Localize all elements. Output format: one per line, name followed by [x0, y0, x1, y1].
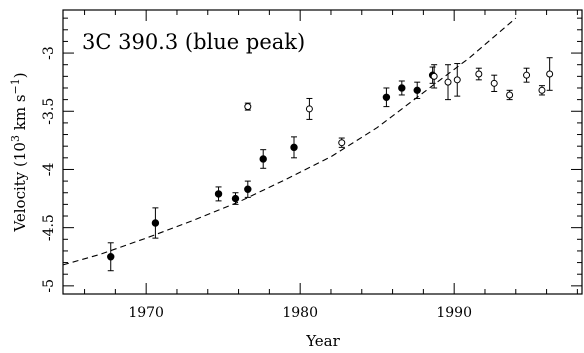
- fit-curve: [62, 17, 517, 266]
- y-axis-label-exp2: −1: [9, 78, 22, 94]
- y-axis-ticks: -3 -3.5 -4 -4.5 -5: [41, 17, 582, 293]
- y-tick-label: -3: [41, 46, 57, 60]
- data-point-open: [538, 86, 546, 94]
- y-tick-label: -4: [41, 163, 57, 177]
- data-point-filled: [244, 185, 252, 193]
- x-tick-label: 1990: [436, 305, 472, 321]
- y-axis-label-end: ): [11, 72, 29, 78]
- data-point-open: [546, 70, 554, 78]
- y-axis-label-main: Velocity (10: [11, 142, 29, 233]
- plot-frame: [62, 9, 583, 295]
- data-point-filled: [413, 86, 421, 95]
- x-axis-label: Year: [305, 332, 340, 350]
- y-tick-label: -3.5: [41, 98, 57, 125]
- data-point-open: [475, 70, 483, 78]
- y-tick-label: -5: [41, 279, 57, 293]
- y-axis-label-exp1: 3: [9, 135, 22, 142]
- data-point-filled: [382, 93, 391, 101]
- x-tick-label: 1980: [282, 305, 318, 321]
- data-point-open: [523, 71, 531, 79]
- y-axis-label-mid: km s: [11, 94, 29, 135]
- data-point-filled: [290, 143, 298, 152]
- data-point-filled: [259, 155, 267, 163]
- y-tick-label: -4.5: [41, 214, 57, 241]
- data-point-filled: [231, 194, 240, 203]
- plot-area: [62, 17, 554, 272]
- x-axis-ticks: 1970 1980 1990: [84, 10, 578, 321]
- data-point-filled: [107, 253, 115, 261]
- data-point-open: [430, 72, 438, 80]
- data-point-open: [490, 79, 498, 87]
- data-point-open: [338, 139, 346, 147]
- x-tick-label: 1970: [128, 305, 164, 321]
- data-point-open: [244, 103, 252, 111]
- data-point-open: [444, 78, 452, 86]
- y-axis-label: Velocity (103 km s−1): [9, 72, 29, 232]
- data-point-filled: [151, 219, 160, 227]
- data-point-open: [453, 76, 461, 84]
- data-point-filled: [214, 190, 223, 198]
- data-point-open: [506, 91, 514, 99]
- data-point-filled: [398, 84, 406, 92]
- data-point-open: [305, 105, 313, 113]
- chart-title: 3C 390.3 (blue peak): [82, 30, 305, 54]
